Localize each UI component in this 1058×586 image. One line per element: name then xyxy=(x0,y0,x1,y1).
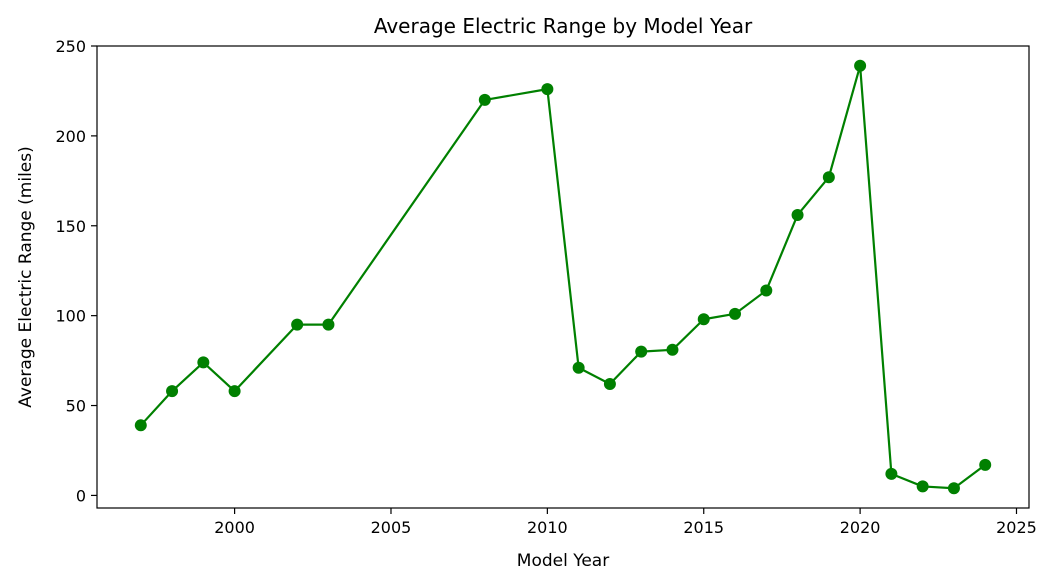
data-point xyxy=(541,83,554,96)
data-point xyxy=(166,385,179,398)
data-point xyxy=(603,377,616,390)
data-point xyxy=(854,59,867,72)
x-tick-label: 2005 xyxy=(371,518,412,537)
data-point xyxy=(822,171,835,184)
data-point xyxy=(572,361,585,374)
y-tick-label: 0 xyxy=(76,486,86,505)
series-line xyxy=(139,64,986,490)
chart-title: Average Electric Range by Model Year xyxy=(374,14,753,38)
y-tick-label: 200 xyxy=(55,127,86,146)
data-point xyxy=(947,482,960,495)
x-tick-label: 2020 xyxy=(840,518,881,537)
y-tick-label: 50 xyxy=(66,397,86,416)
data-point xyxy=(916,480,929,493)
plot-area xyxy=(96,45,1030,509)
data-point xyxy=(228,385,241,398)
x-tick-label: 2000 xyxy=(214,518,255,537)
data-point xyxy=(666,343,679,356)
data-point xyxy=(760,284,773,297)
x-tick-label: 2015 xyxy=(683,518,724,537)
data-point xyxy=(979,458,992,471)
y-axis: 0 50 100 150 200 250 xyxy=(55,37,97,505)
data-point xyxy=(134,419,147,432)
data-point xyxy=(478,93,491,106)
x-tick-label: 2010 xyxy=(527,518,568,537)
y-tick-label: 100 xyxy=(55,307,86,326)
x-axis: 2000 2005 2010 2015 2020 2025 xyxy=(214,508,1037,537)
data-point xyxy=(729,307,742,320)
x-axis-label: Model Year xyxy=(517,551,609,571)
data-point xyxy=(635,345,648,358)
series-group xyxy=(134,59,992,495)
data-point xyxy=(791,208,804,221)
y-axis-label: Average Electric Range (miles) xyxy=(16,146,36,407)
x-tick-label: 2025 xyxy=(996,518,1037,537)
y-tick-label: 150 xyxy=(55,217,86,236)
data-point xyxy=(885,467,898,480)
data-point xyxy=(322,318,335,331)
data-point xyxy=(697,313,710,326)
plot-frame xyxy=(96,45,1030,509)
y-tick-label: 250 xyxy=(55,37,86,56)
data-point xyxy=(197,356,210,369)
data-point xyxy=(291,318,304,331)
